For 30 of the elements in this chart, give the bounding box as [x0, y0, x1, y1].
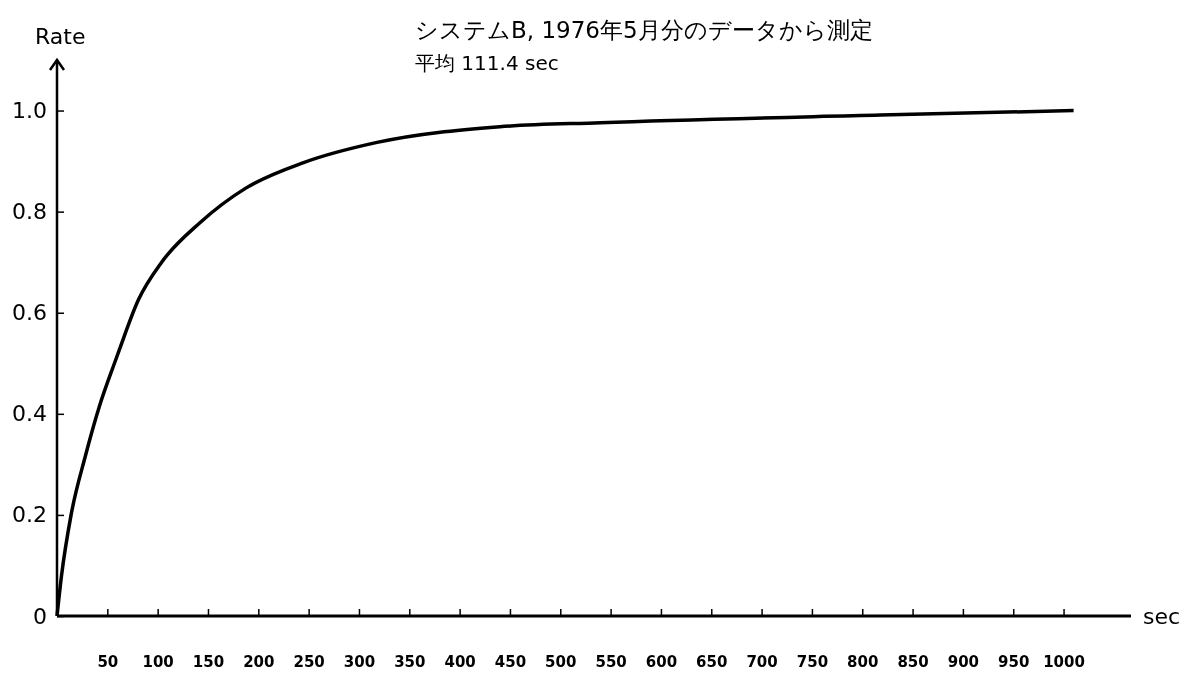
y-tick-label: 0.6 — [12, 300, 47, 326]
y-tick-label: 0.2 — [12, 502, 47, 528]
x-tick-label: 1000 — [1043, 652, 1085, 671]
x-tick-label: 400 — [444, 652, 476, 671]
y-tick-label: 1.0 — [12, 98, 47, 124]
x-tick-label: 450 — [494, 652, 527, 671]
x-tick-label: 600 — [645, 652, 678, 671]
y-axis-title: Rate — [35, 24, 86, 49]
x-tick-label: 700 — [746, 652, 778, 671]
x-tick-label: 550 — [595, 652, 627, 671]
x-tick-label: 500 — [545, 652, 577, 671]
x-tick-label: 200 — [243, 652, 275, 671]
x-tick-label: 900 — [947, 652, 980, 671]
y-tick-label: 0 — [33, 603, 47, 629]
x-tick-label: 950 — [998, 652, 1030, 671]
x-tick-label: 800 — [847, 652, 879, 671]
x-tick-label: 50 — [97, 652, 119, 671]
chart-title: システムB, 1976年5月分のデータから測定 — [415, 17, 873, 43]
y-tick-label: 0.4 — [12, 401, 47, 427]
chart-subtitle: 平均 111.4 sec — [415, 51, 559, 75]
x-tick-label: 100 — [142, 652, 174, 671]
x-tick-label: 300 — [343, 652, 376, 671]
x-tick-label: 750 — [796, 652, 829, 671]
x-tick-label: 150 — [192, 652, 225, 671]
x-tick-label: 350 — [394, 652, 426, 671]
x-axis-title: sec — [1143, 604, 1181, 629]
x-tick-label: 850 — [897, 652, 929, 671]
x-tick-label: 250 — [293, 652, 325, 671]
y-tick-label: 0.8 — [12, 199, 47, 225]
x-tick-label: 650 — [696, 652, 728, 671]
